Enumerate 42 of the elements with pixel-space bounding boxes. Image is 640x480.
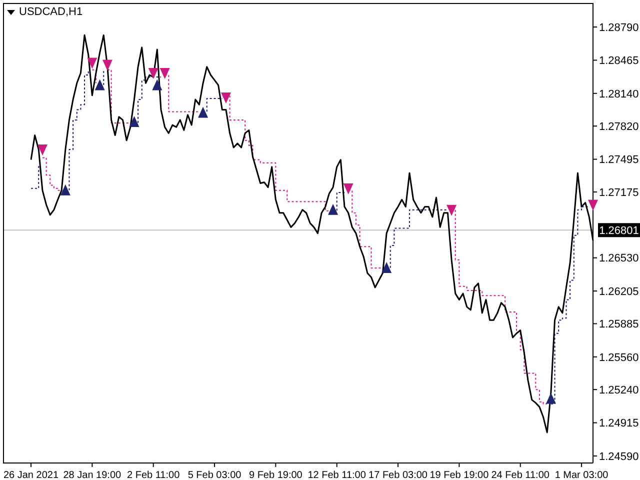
y-tick-label: 1.24915	[599, 418, 639, 430]
x-tick-label: 28 Jan 19:00	[63, 470, 122, 480]
point	[94, 79, 105, 90]
point	[60, 184, 70, 196]
y-tick-label: 1.25240	[599, 384, 639, 396]
y-tick-label: 1.26205	[599, 286, 639, 298]
y-tick-label: 1.26530	[599, 252, 639, 265]
point	[102, 60, 112, 71]
y-tick-label: 1.28465	[599, 55, 639, 68]
x-tick-label: 1 Mar 03:00	[554, 470, 609, 480]
point	[129, 116, 140, 127]
x-tick-label: 17 Feb 03:00	[368, 470, 428, 480]
point	[87, 58, 98, 69]
point	[152, 79, 162, 90]
y-tick-label: 1.25560	[599, 352, 639, 364]
x-tick-label: 2 Feb 11:00	[127, 470, 180, 480]
point	[220, 92, 231, 104]
y-tick-label: 1.27495	[599, 154, 639, 166]
point	[328, 204, 338, 215]
point	[160, 68, 170, 79]
x-tick-label: 24 Feb 11:00	[491, 470, 550, 480]
x-tick-label: 5 Feb 03:00	[188, 470, 242, 480]
point	[446, 204, 457, 216]
point	[546, 392, 556, 404]
x-tick-label: 26 Jan 2021	[3, 470, 59, 480]
chart-title: USDCAD,H1	[19, 6, 83, 18]
x-tick-label: 12 Feb 11:00	[308, 470, 366, 480]
ref-line-label: 1.26801	[599, 225, 639, 238]
y-tick-label: 1.25885	[599, 318, 639, 331]
x-tick-label: 19 Feb 19:00	[430, 470, 490, 480]
point	[343, 183, 354, 194]
point	[148, 68, 158, 79]
y-tick-label: 1.24590	[599, 450, 639, 463]
point	[382, 262, 392, 274]
point	[37, 144, 48, 156]
x-tick-label: 9 Feb 19:00	[248, 470, 303, 480]
point	[198, 106, 208, 118]
point	[588, 200, 598, 211]
y-tick-label: 1.27175	[599, 186, 639, 199]
y-tick-label: 1.28790	[599, 22, 639, 34]
y-tick-label: 1.28140	[599, 88, 639, 100]
y-tick-label: 1.27820	[599, 120, 639, 133]
